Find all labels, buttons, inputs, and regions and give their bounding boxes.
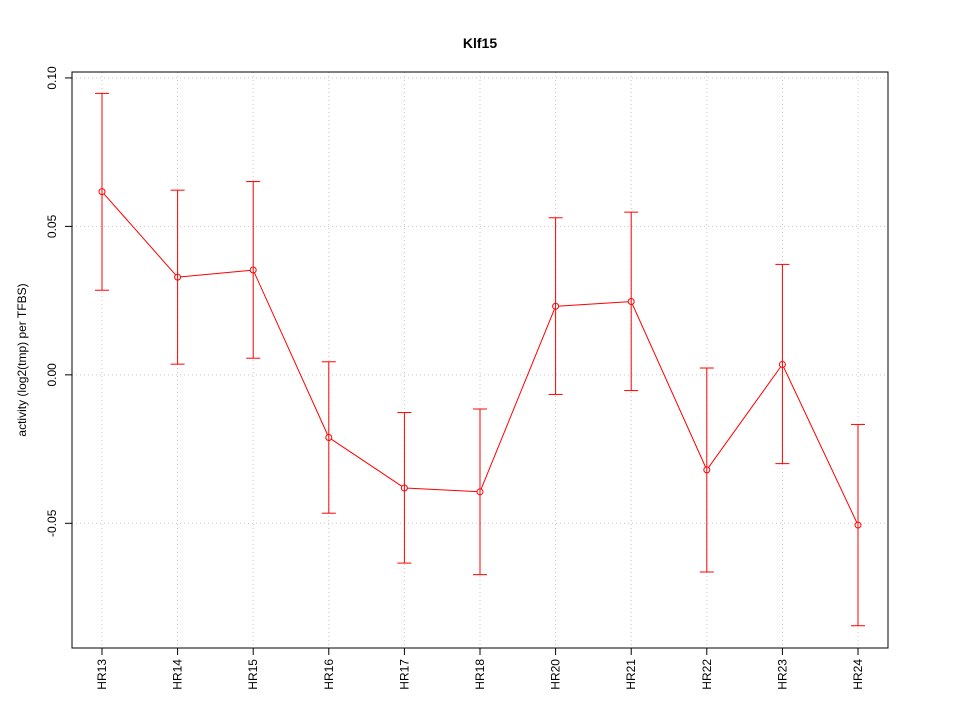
axes: -0.05 0.00 0.05 0.10 HR13 HR14 HR15 HR16 HR17 HR1…	[45, 66, 865, 690]
y-axis-label: activity (log2(tmp) per TFBS)	[15, 283, 29, 436]
y-tick-label: 0.05	[45, 214, 59, 238]
data-point	[854, 521, 862, 529]
series-line-segment	[783, 366, 858, 523]
data-point	[627, 298, 635, 306]
series	[95, 92, 865, 627]
x-tick-label: HR23	[775, 659, 789, 690]
y-tick-label: 0.00	[45, 363, 59, 387]
data-point	[400, 484, 408, 492]
chart-title: Klf15	[463, 35, 497, 51]
data-point	[174, 273, 182, 281]
x-tick-label: HR24	[851, 659, 865, 690]
data-point	[778, 360, 786, 368]
series-line-segment	[558, 301, 629, 307]
x-tick-label: HR18	[473, 659, 487, 690]
y-tick-label: -0.05	[45, 509, 59, 537]
data-point	[552, 302, 560, 310]
series-line-segment	[103, 193, 176, 276]
grid	[72, 72, 888, 648]
x-tick-label: HR13	[95, 659, 109, 690]
y-tick-label: 0.10	[45, 66, 59, 90]
x-tick-label: HR17	[397, 659, 411, 690]
series-line-segment	[253, 272, 329, 435]
data-point	[703, 466, 711, 474]
x-tick-label: HR22	[700, 659, 714, 690]
x-tick-label: HR21	[624, 659, 638, 690]
data-point	[325, 433, 333, 441]
series-line-segment	[331, 438, 403, 487]
series-line-segment	[480, 308, 555, 490]
data-point	[249, 266, 257, 274]
x-tick-label: HR16	[322, 659, 336, 690]
series-line-segment	[631, 304, 707, 468]
plot-frame	[71, 71, 889, 649]
x-tick-label: HR20	[549, 659, 563, 690]
data-point	[98, 188, 106, 196]
data-point	[476, 488, 484, 496]
x-tick-label: HR14	[171, 659, 185, 690]
series-line-segment	[708, 366, 782, 468]
series-line-segment	[180, 269, 251, 278]
series-line-segment	[407, 487, 478, 493]
x-tick-label: HR15	[246, 659, 260, 690]
